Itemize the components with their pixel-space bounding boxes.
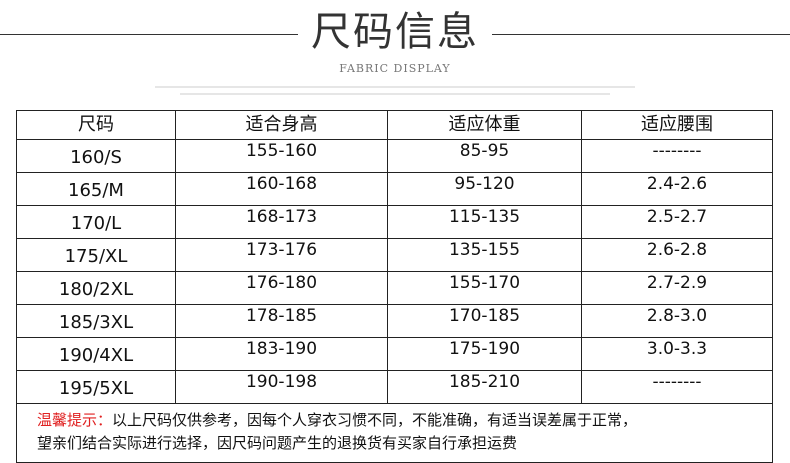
header-rule-right bbox=[492, 34, 790, 35]
cell-height: 173-176 bbox=[175, 238, 388, 272]
cell-waist: -------- bbox=[581, 370, 773, 404]
table-row: 190/4XL 183-190 175-190 3.0-3.3 bbox=[16, 337, 773, 371]
cell-height: 176-180 bbox=[175, 271, 388, 305]
cell-height: 190-198 bbox=[175, 370, 388, 404]
column-header-height: 适合身高 bbox=[175, 110, 388, 140]
cell-waist: 2.6-2.8 bbox=[581, 238, 773, 272]
decorative-fine-print bbox=[155, 86, 635, 88]
table-row: 160/S 155-160 85-95 -------- bbox=[16, 139, 773, 173]
column-header-size: 尺码 bbox=[16, 110, 176, 140]
cell-weight: 85-95 bbox=[387, 139, 582, 173]
cell-size: 175/XL bbox=[16, 238, 176, 272]
column-header-weight: 适应体重 bbox=[387, 110, 582, 140]
cell-size: 180/2XL bbox=[16, 271, 176, 305]
cell-height: 168-173 bbox=[175, 205, 388, 239]
table-row: 195/5XL 190-198 185-210 -------- bbox=[16, 370, 773, 404]
note-line-1: 以上尺码仅供参考，因每个人穿衣习惯不同，不能准确，有适当误差属于正常， bbox=[112, 411, 638, 429]
cell-size: 185/3XL bbox=[16, 304, 176, 338]
note-label: 温馨提示： bbox=[37, 411, 113, 429]
cell-size: 195/5XL bbox=[16, 370, 176, 404]
cell-weight: 185-210 bbox=[387, 370, 582, 404]
cell-weight: 175-190 bbox=[387, 337, 582, 371]
note-line-2: 望亲们结合实际进行选择，因尺码问题产生的退换货有买家自行承担运费 bbox=[37, 434, 518, 452]
cell-weight: 115-135 bbox=[387, 205, 582, 239]
table-row: 180/2XL 176-180 155-170 2.7-2.9 bbox=[16, 271, 773, 305]
cell-waist: 2.5-2.7 bbox=[581, 205, 773, 239]
cell-size: 160/S bbox=[16, 139, 176, 173]
cell-height: 183-190 bbox=[175, 337, 388, 371]
cell-weight: 170-185 bbox=[387, 304, 582, 338]
size-table: 尺码 适合身高 适应体重 适应腰围 160/S 155-160 85-95 -----… bbox=[16, 110, 773, 463]
cell-size: 190/4XL bbox=[16, 337, 176, 371]
cell-height: 155-160 bbox=[175, 139, 388, 173]
cell-waist: -------- bbox=[581, 139, 773, 173]
size-note: 温馨提示：以上尺码仅供参考，因每个人穿衣习惯不同，不能准确，有适当误差属于正常，… bbox=[16, 403, 773, 463]
cell-height: 160-168 bbox=[175, 172, 388, 206]
table-row: 170/L 168-173 115-135 2.5-2.7 bbox=[16, 205, 773, 239]
page-title: 尺码信息 bbox=[311, 9, 479, 55]
column-header-waist: 适应腰围 bbox=[581, 110, 773, 140]
table-row: 185/3XL 178-185 170-185 2.8-3.0 bbox=[16, 304, 773, 338]
decorative-fine-print bbox=[180, 93, 610, 95]
cell-waist: 3.0-3.3 bbox=[581, 337, 773, 371]
note-first-line: 温馨提示：以上尺码仅供参考，因每个人穿衣习惯不同，不能准确，有适当误差属于正常， bbox=[37, 409, 752, 432]
cell-size: 170/L bbox=[16, 205, 176, 239]
cell-size: 165/M bbox=[16, 172, 176, 206]
cell-height: 178-185 bbox=[175, 304, 388, 338]
table-row: 175/XL 173-176 135-155 2.6-2.8 bbox=[16, 238, 773, 272]
cell-weight: 135-155 bbox=[387, 238, 582, 272]
table-row: 165/M 160-168 95-120 2.4-2.6 bbox=[16, 172, 773, 206]
cell-waist: 2.7-2.9 bbox=[581, 271, 773, 305]
table-header-row: 尺码 适合身高 适应体重 适应腰围 bbox=[16, 110, 773, 140]
cell-weight: 95-120 bbox=[387, 172, 582, 206]
cell-weight: 155-170 bbox=[387, 271, 582, 305]
note-row: 温馨提示：以上尺码仅供参考，因每个人穿衣习惯不同，不能准确，有适当误差属于正常，… bbox=[16, 403, 773, 463]
cell-waist: 2.8-3.0 bbox=[581, 304, 773, 338]
cell-waist: 2.4-2.6 bbox=[581, 172, 773, 206]
header-rule-left bbox=[0, 34, 298, 35]
page-subtitle: FABRIC DISPLAY bbox=[339, 62, 451, 75]
